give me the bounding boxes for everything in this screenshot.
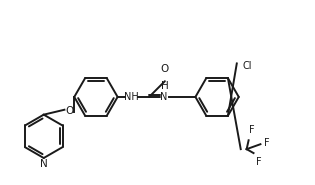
Text: F: F: [256, 157, 262, 167]
Text: N: N: [160, 92, 168, 102]
Text: F: F: [264, 138, 270, 148]
Text: N: N: [40, 159, 48, 169]
Text: Cl: Cl: [243, 61, 252, 71]
Text: H: H: [161, 81, 169, 91]
Text: O: O: [161, 64, 169, 74]
Text: F: F: [249, 125, 255, 135]
Text: NH: NH: [124, 92, 139, 102]
Text: O: O: [65, 106, 73, 116]
